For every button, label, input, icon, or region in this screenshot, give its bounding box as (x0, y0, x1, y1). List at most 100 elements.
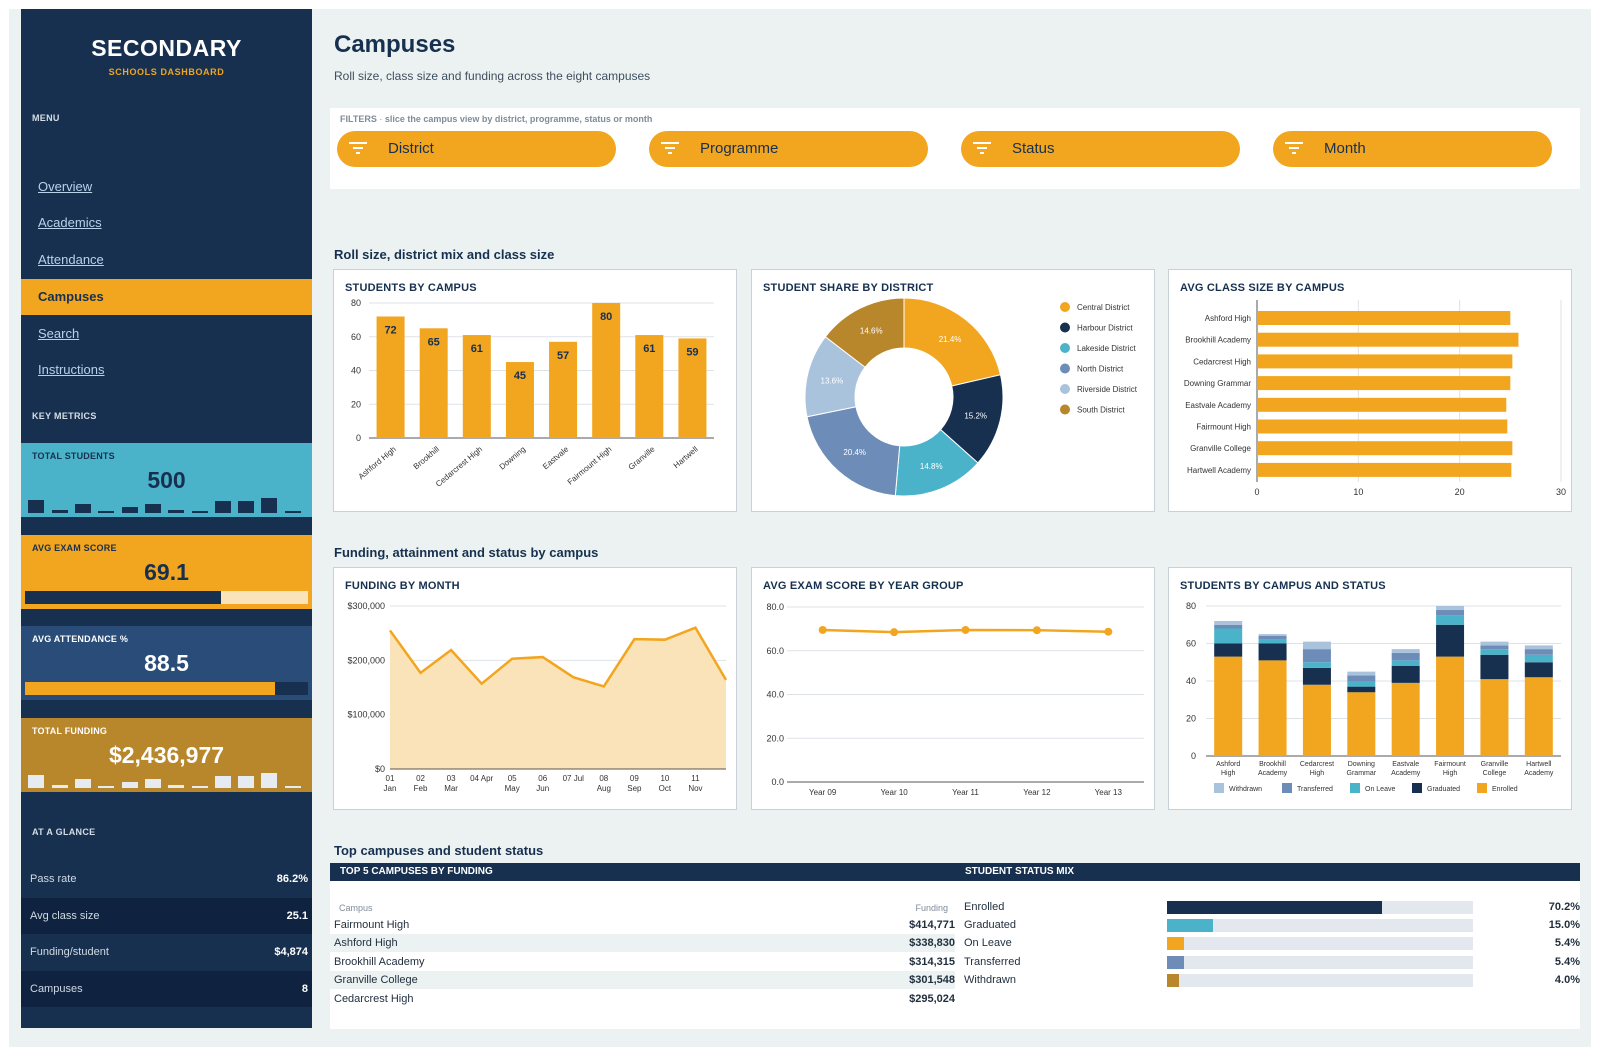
x-tick-label: Eastvale (1392, 761, 1419, 768)
bar (678, 338, 707, 438)
x-tick-label: Year 13 (1095, 788, 1123, 797)
status-label: Enrolled (964, 901, 1005, 913)
campus-funding: $295,024 (909, 993, 955, 1005)
bar (1257, 419, 1508, 434)
x-tick-label: Brookhill (412, 444, 441, 471)
filter-month[interactable]: Month (1273, 131, 1552, 167)
nav-item-overview[interactable]: Overview (38, 179, 93, 194)
legend-swatch (1060, 384, 1070, 394)
glance-value: 25.1 (286, 910, 308, 922)
nav-item-attendance[interactable]: Attendance (38, 252, 104, 267)
bar-value-label: 72 (384, 325, 396, 337)
x-tick-label: Feb (414, 784, 428, 793)
legend-swatch (1350, 783, 1360, 793)
y-tick-label: 60 (1186, 639, 1196, 649)
kpi-label: AVG EXAM SCORE (32, 543, 117, 553)
x-tick-label: 08 (599, 774, 608, 783)
spark-bar (215, 776, 231, 788)
students-by-campus-status-chart: 0 20 40 60 80 Ashford High Brookhill Academy Ceda… (1186, 601, 1561, 793)
status-value: 70.2% (1548, 901, 1580, 913)
x-tick-label: Ashford High (357, 445, 398, 482)
campus-funding: $414,771 (909, 919, 955, 931)
status-bar-track (1167, 956, 1473, 969)
table-row: Ashford High $338,830 (330, 934, 955, 952)
glance-row-campuses: Campuses 8 (21, 971, 312, 1007)
attendance-progress-bar (25, 682, 308, 695)
status-value: 5.4% (1554, 956, 1580, 968)
x-tick-label: 03 (447, 774, 456, 783)
stacked-bar-segment (1436, 624, 1465, 657)
filter-icon (973, 142, 991, 154)
status-bar-fill (1167, 974, 1180, 987)
stacked-bar-segment (1302, 667, 1331, 685)
spark-bar (52, 785, 68, 788)
filter-district[interactable]: District (337, 131, 616, 167)
status-mix-header: STUDENT STATUS MIX (955, 863, 1580, 881)
status-value: 5.4% (1554, 937, 1580, 949)
stacked-bar-segment (1480, 654, 1509, 680)
status-row-graduated: Graduated 15.0% (964, 916, 1580, 934)
bar (1257, 441, 1513, 456)
spark-bar (192, 511, 208, 513)
spark-bar (238, 501, 254, 513)
x-tick-label: High (1221, 770, 1236, 777)
kpi-label: TOTAL STUDENTS (32, 451, 115, 461)
x-tick-label: Academy (1524, 770, 1554, 777)
filter-label: Status (1012, 140, 1055, 157)
slice-value-label: 15.2% (964, 411, 987, 420)
kpi-avg-attendance: AVG ATTENDANCE % 88.5 (21, 626, 312, 700)
stacked-bar-segment (1258, 634, 1287, 636)
sidebar: SECONDARY SCHOOLS DASHBOARD MENU Overvie… (21, 9, 312, 1028)
x-tick-label: Year 11 (952, 788, 979, 797)
stacked-bar-segment (1258, 643, 1287, 661)
y-tick-label: 0 (1191, 751, 1196, 761)
spark-bar (168, 785, 184, 788)
y-tick-label: Eastvale Academy (1185, 401, 1251, 410)
donut-slice (824, 297, 905, 368)
filter-programme[interactable]: Programme (649, 131, 928, 167)
nav-item-academics[interactable]: Academics (38, 215, 102, 230)
legend-swatch (1060, 363, 1070, 374)
x-tick-label: Brookhill (1259, 761, 1286, 768)
legend-label: Riverside District (1077, 385, 1138, 394)
kpi-total-funding: TOTAL FUNDING $2,436,977 (21, 718, 312, 792)
status-row-enrolled: Enrolled 70.2% (964, 898, 1580, 916)
status-label: Transferred (964, 956, 1021, 968)
bar-value-label: 65 (428, 336, 440, 348)
stacked-bar-segment (1258, 639, 1287, 644)
card-title: FUNDING BY MONTH (345, 580, 460, 592)
students-by-campus-chart: 0 20 40 60 80 72 Ashford High 65 Brookhill 61 Ceda… (351, 298, 714, 489)
glance-value: $4,874 (274, 946, 308, 958)
filter-status[interactable]: Status (961, 131, 1240, 167)
y-tick-label: 80.0 (766, 602, 784, 612)
nav-item-search[interactable]: Search (38, 326, 80, 341)
kpi-label: TOTAL FUNDING (32, 726, 108, 736)
area-fill (390, 627, 726, 769)
x-tick-label: Academy (1258, 770, 1288, 777)
section-title-funding: Funding, attainment and status by campus (334, 545, 599, 560)
glance-value: 8 (301, 983, 308, 995)
stacked-bar-segment (1302, 662, 1331, 668)
campus-name: Ashford High (334, 937, 398, 949)
nav-item-instructions[interactable]: Instructions (38, 362, 105, 377)
stacked-bar-segment (1302, 641, 1331, 650)
glance-row-pass-rate: Pass rate 86.2% (21, 861, 312, 897)
kpi-total-students: TOTAL STUDENTS 500 (21, 443, 312, 517)
slice-value-label: 14.6% (860, 327, 883, 336)
y-tick-label: 20 (1186, 714, 1196, 724)
spark-bar (261, 773, 277, 788)
card-title: AVG EXAM SCORE BY YEAR GROUP (763, 580, 964, 592)
series-line (388, 626, 728, 688)
data-point (890, 628, 899, 637)
x-tick-label: Year 12 (1023, 788, 1051, 797)
nav-item-campuses[interactable]: Campuses (21, 279, 312, 315)
x-tick-label: Granville (1481, 761, 1509, 768)
bar-value-label: 59 (686, 346, 698, 358)
kpi-value: 500 (147, 467, 186, 493)
campus-funding: $314,315 (909, 956, 955, 968)
card-title: AVG CLASS SIZE BY CAMPUS (1180, 282, 1345, 294)
filter-caption-label: FILTERS (340, 114, 377, 124)
bar (1257, 311, 1511, 325)
spark-bar (192, 786, 208, 788)
x-tick-label: High (1443, 770, 1458, 777)
